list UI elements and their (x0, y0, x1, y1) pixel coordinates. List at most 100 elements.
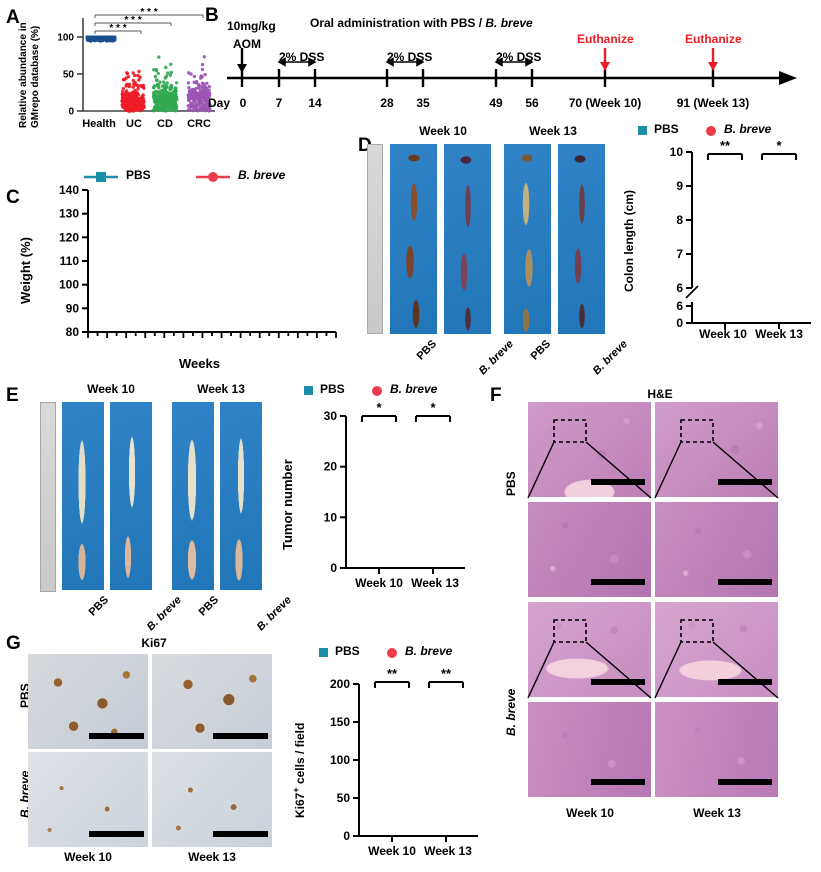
panel-e-coltitle-1: Week 10 (87, 382, 135, 396)
panel-g-xtick-1: Week 10 (368, 844, 416, 858)
panel-e: E Week 10 Week 13 PBS B. breve PBS B. br… (4, 378, 466, 633)
svg-text:120: 120 (59, 230, 79, 244)
svg-text:130: 130 (59, 207, 79, 221)
svg-text:100: 100 (57, 33, 74, 44)
svg-text:150: 150 (330, 715, 350, 729)
panel-f-tile-pbs-w10-low (528, 402, 651, 497)
panel-e-photo-bbreve-w13 (220, 402, 262, 590)
panel-a: A Relative abundance in GMrepo database … (6, 6, 218, 134)
legend-label-pbs: PBS (654, 122, 679, 136)
panel-d-xtick-1: Week 10 (699, 327, 747, 341)
day-70: 70 (Week 10) (568, 96, 642, 110)
svg-text:7: 7 (676, 247, 683, 261)
svg-text:**: ** (441, 666, 452, 681)
panel-f-tile-bbreve-w13-low (655, 602, 778, 697)
panel-e-photo-bbreve-w10 (110, 402, 152, 590)
panel-f-tile-bbreve-w13-high (655, 702, 778, 797)
panel-e-photo-pbs-w13 (172, 402, 214, 590)
panel-e-xtick-2: Week 13 (411, 576, 459, 590)
svg-text:6: 6 (676, 281, 683, 295)
svg-text:10: 10 (670, 145, 684, 159)
panel-e-ruler-numbers (31, 402, 41, 590)
panel-c: C PBS B. breve Weight (%) 80 90 100 110 120… (4, 168, 354, 371)
panel-b-dss-1: 2% DSS (279, 50, 325, 64)
panel-f-collabel-1: Week 10 (566, 806, 614, 820)
panel-g-title: Ki67 (141, 636, 167, 650)
panel-g-tile-bbreve-w10 (28, 752, 148, 847)
day-56: 56 (525, 96, 539, 110)
panel-e-ruler (40, 402, 56, 592)
panel-b-dss-2: 2% DSS (387, 50, 433, 64)
panel-d-photolabel-1: PBS (414, 338, 440, 363)
svg-text:0: 0 (676, 316, 683, 330)
panel-d-ruler-numbers (358, 144, 368, 332)
panel-g-collabel-2: Week 13 (188, 850, 236, 864)
panel-g-tile-bbreve-w13 (152, 752, 272, 847)
svg-text:0: 0 (68, 107, 74, 118)
panel-e-photolabel-1: PBS (86, 594, 112, 619)
svg-text:200: 200 (330, 677, 350, 691)
legend-swatch-pbs (304, 386, 313, 395)
panel-b-daylabels: Day 0 7 14 28 35 49 56 70 (Week 10) 91 (… (205, 96, 820, 116)
panel-a-xticks: Health UC CD CRC (82, 118, 211, 130)
panel-g-plot: 200 150 100 50 0 ** ** (330, 666, 478, 843)
panel-d-coltitle-1: Week 10 (419, 124, 467, 138)
panel-d-photo-bbreve-w13 (558, 144, 605, 334)
svg-text:0: 0 (330, 561, 337, 575)
panel-d-xtick-2: Week 13 (755, 327, 803, 341)
legend-swatch-bbreve (706, 126, 716, 136)
panel-g: G Ki67 PBS B. breve Week 10 Week 13 PBS … (4, 628, 484, 864)
svg-text:* * *: * * * (140, 7, 157, 18)
treatment-text-2: B. breve (485, 16, 533, 30)
legend-label-pbs: PBS (320, 382, 345, 396)
legend-label-pbs: PBS (126, 168, 151, 182)
svg-text:*: * (376, 400, 382, 415)
legend-label-pbs: PBS (335, 644, 360, 658)
svg-text:9: 9 (676, 179, 683, 193)
panel-d-photo-pbs-w13 (504, 144, 551, 334)
panel-d-photo-bbreve-w10 (444, 144, 491, 334)
legend-label-bbreve: B. breve (405, 644, 453, 658)
panel-e-coltitle-2: Week 13 (197, 382, 245, 396)
svg-text:**: ** (387, 666, 398, 681)
svg-text:90: 90 (66, 301, 80, 315)
day-7: 7 (275, 96, 283, 110)
panel-a-ylabel: Relative abundance in GMrepo database (%… (18, 22, 41, 128)
panel-f-letter: F (490, 385, 502, 406)
svg-text:100: 100 (330, 753, 350, 767)
panel-f-collabel-2: Week 13 (693, 806, 741, 820)
panel-f-tile-pbs-w10-high (528, 502, 651, 597)
svg-text:80: 80 (66, 325, 80, 339)
legend-label-bbreve: B. breve (238, 168, 286, 182)
panel-g-legend: PBS B. breve (319, 644, 499, 660)
svg-text:* * *: * * * (109, 23, 126, 34)
panel-b-dose: 10mg/kg (227, 19, 276, 33)
legend-swatch-pbs (319, 648, 328, 657)
panel-b-dss-3: 2% DSS (496, 50, 542, 64)
svg-text:8: 8 (676, 213, 683, 227)
svg-text:110: 110 (60, 254, 80, 268)
day-14: 14 (308, 96, 322, 110)
ylabel-base: Ki67 (293, 792, 307, 818)
day-49: 49 (489, 96, 503, 110)
panel-b: B 10mg/kg AOM Oral administration with P… (205, 4, 820, 120)
panel-c-ylabel-text: Weight (%) (18, 237, 33, 304)
day-0: 0 (239, 96, 247, 110)
panel-d-photolabel-3: PBS (528, 338, 554, 363)
panel-a-plot: 0 50 100 * * * * * * * * * (57, 7, 215, 118)
day-prefix: Day (208, 96, 231, 110)
legend-swatch-bbreve (387, 648, 397, 658)
svg-text:**: ** (720, 138, 731, 153)
panel-g-xtick-2: Week 13 (424, 844, 472, 858)
panel-e-chart: PBS B. breve Tumor number 30 20 10 0 * * (276, 382, 471, 617)
day-28: 28 (380, 96, 394, 110)
panel-f-tile-pbs-w13-low (655, 402, 778, 497)
panel-b-timeline (227, 48, 797, 87)
svg-text:10: 10 (324, 510, 338, 524)
panel-d-coltitle-2: Week 13 (529, 124, 577, 138)
panel-g-tile-pbs-w10 (28, 654, 148, 749)
panel-c-letter: C (6, 187, 20, 208)
panel-c-xlabel: Weeks (179, 356, 220, 371)
